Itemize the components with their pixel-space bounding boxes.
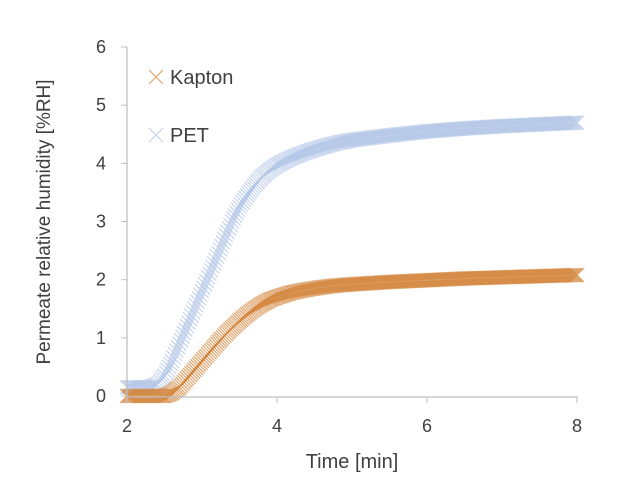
y-tick-label: 1 xyxy=(96,328,106,348)
y-tick-label: 6 xyxy=(96,37,106,57)
series-pet xyxy=(119,115,585,395)
data-point xyxy=(568,267,583,283)
data-point xyxy=(263,292,279,307)
data-point xyxy=(158,387,174,403)
legend-marker-kapton xyxy=(148,69,164,85)
x-tick-label: 4 xyxy=(272,416,282,436)
y-tick-label: 2 xyxy=(96,270,106,290)
data-point xyxy=(565,115,580,131)
series-kapton xyxy=(119,267,585,404)
legend: Kapton PET xyxy=(148,67,233,147)
data-point xyxy=(566,267,582,283)
data-point xyxy=(290,147,306,163)
data-point xyxy=(563,115,579,131)
x-tick-label: 8 xyxy=(572,416,582,436)
data-point xyxy=(262,292,277,308)
x-tick-label: 2 xyxy=(122,416,132,436)
data-point xyxy=(569,115,585,131)
y-tick-label: 4 xyxy=(96,153,106,173)
data-point xyxy=(569,267,585,283)
legend-marker xyxy=(148,127,164,143)
data-point xyxy=(293,146,309,162)
data-point xyxy=(563,267,579,283)
legend-label-pet: PET xyxy=(170,125,209,147)
data-point xyxy=(287,148,303,164)
data-point xyxy=(292,147,307,163)
data-point xyxy=(289,148,304,164)
data-point xyxy=(568,115,583,131)
y-tick-label: 0 xyxy=(96,386,106,406)
data-point xyxy=(286,149,301,165)
x-tick-label: 6 xyxy=(422,416,432,436)
ticks-layer: 2 4 6 8 0 1 2 3 4 5 6 xyxy=(96,37,582,436)
data-point xyxy=(562,115,577,131)
data-point xyxy=(566,115,582,131)
y-axis-label: Permeate relative humidity [%RH] xyxy=(34,79,55,364)
legend-label-kapton: Kapton xyxy=(170,67,233,89)
legend-marker xyxy=(148,69,164,85)
data-point xyxy=(157,388,172,404)
y-tick-label: 3 xyxy=(96,212,106,232)
data-point xyxy=(562,267,577,283)
legend-marker-pet xyxy=(148,127,164,143)
y-tick-label: 5 xyxy=(96,95,106,115)
data-point xyxy=(230,202,246,218)
series-layer xyxy=(119,115,585,404)
data-point xyxy=(565,267,580,283)
data-point xyxy=(284,150,300,165)
x-axis-label: Time [min] xyxy=(306,451,399,473)
